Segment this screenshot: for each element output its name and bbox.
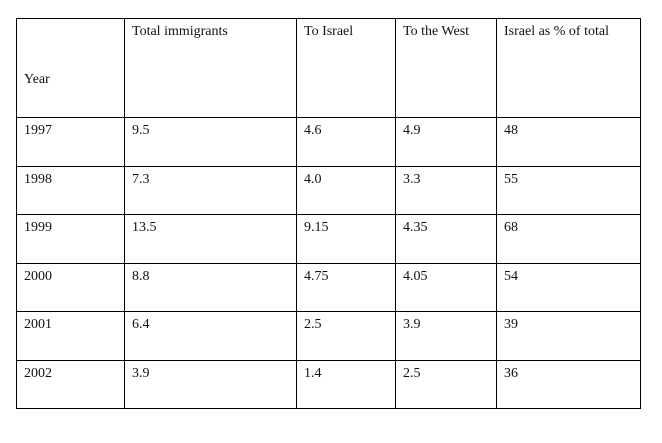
data-row: 1998 7.3 4.0 3.3 55 — [16, 165, 641, 215]
table-cell: 4.35 — [395, 214, 497, 264]
table-cell: 1999 — [16, 214, 125, 264]
table-cell: 39 — [496, 311, 641, 361]
data-row: 2000 8.8 4.75 4.05 54 — [16, 262, 641, 312]
header-row: Year Total immigrants To Israel To the West… — [16, 18, 641, 118]
table-cell: 36 — [496, 359, 641, 409]
table-cell: 7.3 — [124, 165, 297, 215]
header-cell: To Israel — [296, 18, 396, 118]
data-row: 2002 3.9 1.4 2.5 36 — [16, 359, 641, 409]
table-cell: 2000 — [16, 262, 125, 312]
table-cell: 55 — [496, 165, 641, 215]
table-cell: 13.5 — [124, 214, 297, 264]
table-cell: 9.15 — [296, 214, 396, 264]
table-cell: 8.8 — [124, 262, 297, 312]
header-cell: To the West — [395, 18, 497, 118]
table-cell: 3.9 — [395, 311, 497, 361]
table-cell: 4.0 — [296, 165, 396, 215]
table-cell: 2.5 — [296, 311, 396, 361]
table-cell: 1997 — [16, 117, 125, 167]
table-cell: 54 — [496, 262, 641, 312]
data-row: 2001 6.4 2.5 3.9 39 — [16, 311, 641, 361]
data-table: Year Total immigrants To Israel To the West… — [16, 18, 641, 409]
table-cell: 1998 — [16, 165, 125, 215]
header-cell: Israel as % of total — [496, 18, 641, 118]
table-cell: 4.05 — [395, 262, 497, 312]
table-cell: 4.75 — [296, 262, 396, 312]
header-cell: Total immigrants — [124, 18, 297, 118]
table-cell: 3.9 — [124, 359, 297, 409]
table-cell: 2001 — [16, 311, 125, 361]
table-cell: 2002 — [16, 359, 125, 409]
table-cell: 68 — [496, 214, 641, 264]
table-body: Year Total immigrants To Israel To the West… — [16, 18, 641, 409]
table-cell: 6.4 — [124, 311, 297, 361]
data-row: 1999 13.5 9.15 4.35 68 — [16, 214, 641, 264]
table-cell: 9.5 — [124, 117, 297, 167]
header-cell: Year — [16, 18, 125, 118]
data-row: 1997 9.5 4.6 4.9 48 — [16, 117, 641, 167]
table-cell: 4.6 — [296, 117, 396, 167]
table-cell: 48 — [496, 117, 641, 167]
table-cell: 3.3 — [395, 165, 497, 215]
table-cell: 1.4 — [296, 359, 396, 409]
table-cell: 4.9 — [395, 117, 497, 167]
table-cell: 2.5 — [395, 359, 497, 409]
